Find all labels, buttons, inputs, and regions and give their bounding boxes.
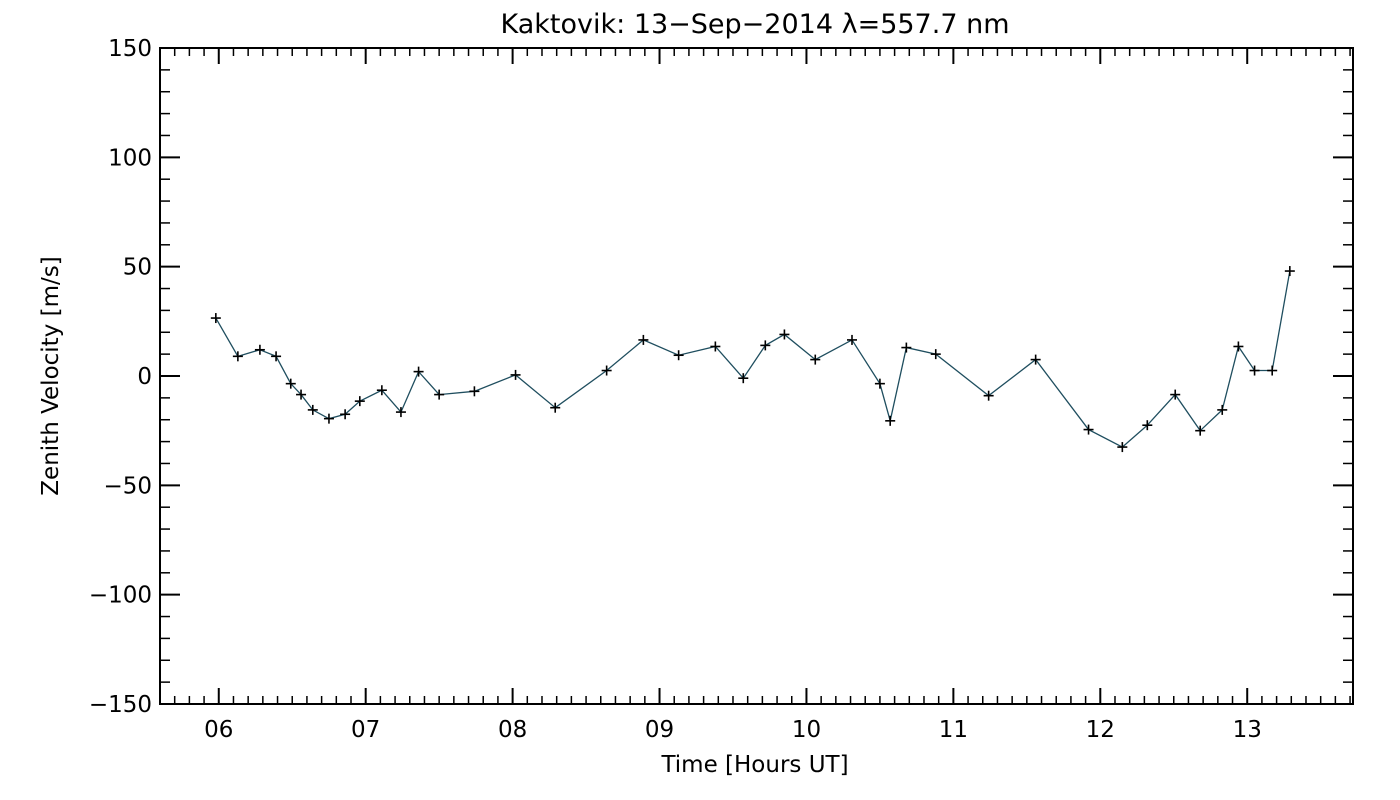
data-point-marker [1030, 354, 1041, 365]
axis-ticks [159, 47, 1353, 705]
data-point-marker [1284, 266, 1295, 277]
y-tick-label: 0 [137, 364, 152, 390]
data-point-marker [413, 366, 424, 377]
data-point-marker [1195, 425, 1206, 436]
data-markers [210, 266, 1295, 453]
data-point-marker [232, 351, 243, 362]
data-point-marker [601, 365, 612, 376]
data-point-marker [1249, 365, 1260, 376]
data-point-marker [434, 389, 445, 400]
data-point-marker [760, 340, 771, 351]
data-point-marker [1233, 341, 1244, 352]
y-tick-label: 150 [108, 36, 152, 62]
x-tick-label: 12 [1086, 717, 1115, 743]
data-point-marker [1117, 442, 1128, 453]
x-tick-label: 11 [939, 717, 968, 743]
data-point-marker [296, 389, 307, 400]
data-point-marker [510, 369, 521, 380]
data-point-marker [210, 313, 221, 324]
y-tick-label: 100 [108, 145, 152, 171]
data-point-marker [395, 407, 406, 418]
data-point-marker [638, 334, 649, 345]
data-point-marker [323, 413, 334, 424]
x-tick-label: 07 [351, 717, 380, 743]
data-point-marker [779, 329, 790, 340]
x-tick-labels: 06 07 08 09 10 11 12 13 [204, 717, 1262, 743]
data-point-marker [254, 344, 265, 355]
y-tick-label: −150 [89, 692, 152, 718]
data-point-marker [376, 385, 387, 396]
data-point-marker [550, 402, 561, 413]
chart-title: Kaktovik: 13−Sep−2014 λ=557.7 nm [501, 9, 1010, 40]
x-tick-label: 13 [1233, 717, 1262, 743]
y-tick-label: −100 [89, 583, 152, 609]
y-tick-label: −50 [103, 473, 152, 499]
data-point-marker [1217, 404, 1228, 415]
data-point-marker [738, 373, 749, 384]
plot-frame [159, 47, 1354, 705]
data-point-marker [1170, 389, 1181, 400]
data-point-marker [901, 342, 912, 353]
data-point-marker [983, 390, 994, 401]
data-point-marker [469, 386, 480, 397]
y-tick-label: 50 [123, 255, 152, 281]
data-point-marker [885, 415, 896, 426]
data-point-marker [354, 396, 365, 407]
x-tick-label: 06 [204, 717, 233, 743]
x-tick-label: 08 [498, 717, 527, 743]
data-point-marker [710, 341, 721, 352]
x-tick-label: 09 [645, 717, 674, 743]
data-point-marker [810, 354, 821, 365]
x-axis-label: Time [Hours UT] [660, 752, 848, 778]
data-point-marker [1142, 420, 1153, 431]
y-axis-label: Zenith Velocity [m/s] [38, 256, 64, 495]
x-tick-label: 10 [792, 717, 821, 743]
data-point-marker [1267, 365, 1278, 376]
data-point-marker [930, 349, 941, 360]
y-tick-labels: −150 −100 −50 0 50 100 150 [89, 36, 152, 718]
data-point-marker [1083, 424, 1094, 435]
data-point-marker [285, 378, 296, 389]
data-point-marker [271, 351, 282, 362]
data-point-marker [846, 334, 857, 345]
series-line [215, 270, 1291, 448]
data-point-marker [340, 409, 351, 420]
data-point-marker [874, 378, 885, 389]
data-point-marker [673, 350, 684, 361]
data-point-marker [307, 404, 318, 415]
